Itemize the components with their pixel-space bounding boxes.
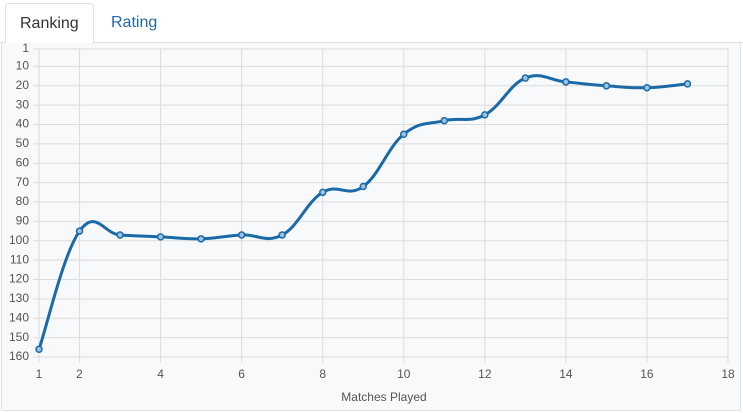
y-tick-label: 140 [9, 310, 29, 324]
point [683, 80, 692, 88]
x-tick-label: 10 [397, 367, 411, 381]
y-tick-label: 150 [9, 330, 29, 344]
x-tick-label: 2 [76, 367, 83, 381]
tab-rating[interactable]: Rating [111, 14, 158, 31]
point [237, 231, 246, 239]
y-tick-label: 130 [9, 291, 29, 305]
point [156, 233, 165, 241]
point [521, 74, 530, 82]
point [602, 82, 611, 90]
y-tick-label: 10 [16, 59, 30, 73]
y-tick-label: 90 [16, 214, 30, 228]
y-tick-label: 30 [16, 97, 30, 111]
tab-bar: Ranking Rating [0, 0, 743, 44]
point [116, 231, 124, 239]
y-tick-label: 40 [16, 117, 30, 131]
point [197, 235, 205, 243]
line [37, 74, 688, 350]
tab-ranking[interactable]: Ranking [5, 3, 94, 44]
point [35, 345, 43, 354]
y-tick-label: 20 [16, 78, 30, 92]
point [359, 182, 367, 191]
point [481, 111, 489, 119]
x-tick-label: 1 [36, 367, 43, 381]
y-tick-label: 160 [9, 349, 29, 363]
y-tick-label: 80 [16, 194, 30, 208]
x-axis-label: Matches Played [341, 390, 426, 404]
point [440, 116, 449, 125]
y-tick-label: 70 [16, 175, 30, 189]
y-tick-label: 1 [22, 41, 29, 55]
x-tick-label: 8 [319, 367, 326, 381]
x-tick-label: 12 [478, 367, 492, 381]
point [75, 227, 84, 235]
y-tick-label: 100 [9, 233, 29, 247]
y-tick-label: 60 [16, 155, 30, 169]
y-tick-label: 110 [10, 252, 29, 266]
x-tick-label: 16 [640, 367, 654, 381]
y-tick-label: 50 [16, 136, 30, 150]
x-tick-label: 6 [238, 367, 245, 381]
x-tick-label: 4 [157, 367, 164, 381]
x-tick-label: 18 [721, 367, 735, 381]
point [318, 188, 327, 197]
point [278, 231, 286, 239]
y-tick-label: 120 [9, 272, 29, 286]
point [643, 83, 651, 92]
chart-panel [1, 43, 741, 411]
point [562, 78, 570, 86]
point [400, 130, 408, 138]
x-tick-label: 14 [559, 367, 573, 381]
